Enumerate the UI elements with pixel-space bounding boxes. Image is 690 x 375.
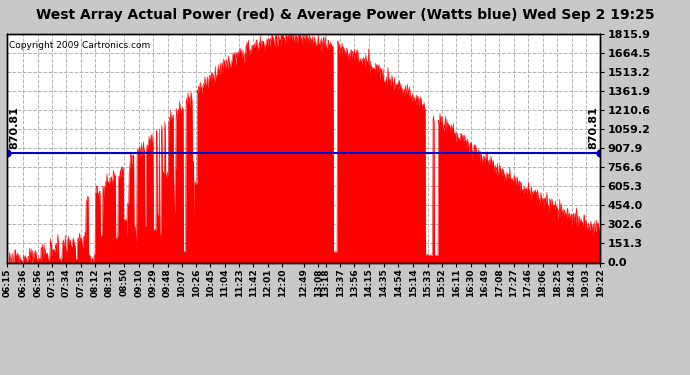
Text: 870.81: 870.81 (588, 106, 598, 149)
Text: West Array Actual Power (red) & Average Power (Watts blue) Wed Sep 2 19:25: West Array Actual Power (red) & Average … (36, 8, 654, 21)
Text: 870.81: 870.81 (9, 106, 19, 149)
Text: Copyright 2009 Cartronics.com: Copyright 2009 Cartronics.com (9, 40, 150, 50)
